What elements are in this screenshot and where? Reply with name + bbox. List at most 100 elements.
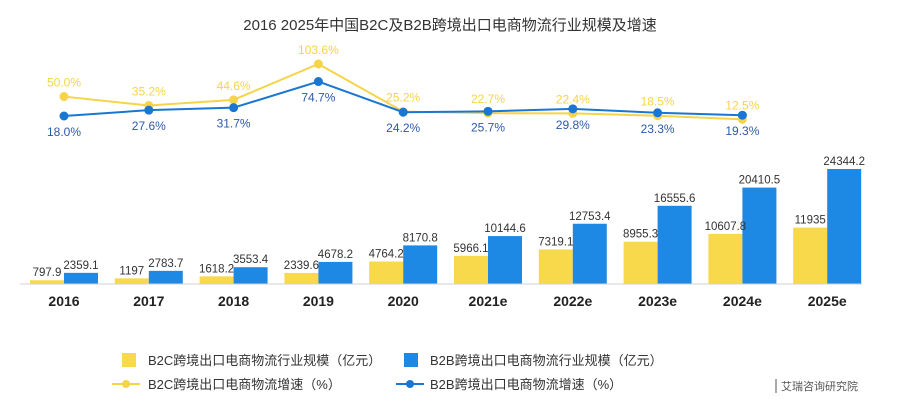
- source-note: 艾瑞咨询研究院: [781, 379, 858, 393]
- legend-marker-b2c: [122, 380, 130, 388]
- bar-b2c-2016: [30, 280, 64, 284]
- bar-label-b2b-2023e: 16555.6: [654, 193, 696, 205]
- legend-swatch-b2c-bar: [122, 353, 136, 367]
- line-label-3-2020: 24.2%: [386, 121, 420, 135]
- bar-label-b2b-2019: 4678.2: [318, 249, 353, 261]
- line-label-2-2023e: 18.5%: [641, 95, 675, 109]
- bar-label-b2c-2021e: 5966.1: [453, 243, 488, 255]
- line-label-3-2023e: 23.3%: [641, 122, 675, 136]
- line-label-3-2022e: 29.8%: [556, 118, 590, 132]
- line-label-2-2016: 50.0%: [47, 76, 81, 90]
- bar-label-b2c-2020: 4764.2: [369, 248, 404, 260]
- line-label-2-2017: 35.2%: [132, 85, 166, 99]
- x-tick-label-2025e: 2025e: [808, 293, 847, 309]
- bar-b2c-2021e: [454, 255, 488, 284]
- bar-label-b2c-2017: 1197: [119, 265, 144, 277]
- line-label-2-2021e: 22.7%: [471, 92, 505, 106]
- bar-label-b2c-2024e: 10607.8: [705, 221, 747, 233]
- bar-label-b2c-2025e: 11935: [795, 215, 826, 227]
- bar-label-b2c-2018: 1618.2: [199, 263, 234, 275]
- bar-b2b-2017: [148, 270, 183, 284]
- legend-label-b2b-line: B2B跨境出口电商物流增速（%）: [430, 377, 622, 392]
- line-point-3-2023e: [653, 108, 663, 118]
- bar-label-b2c-2016: 797.9: [33, 267, 62, 279]
- line-point-3-2022e: [568, 104, 578, 114]
- line-point-2-2016: [59, 92, 69, 102]
- bar-b2b-2019: [318, 261, 353, 284]
- bar-b2b-2025e: [827, 169, 862, 284]
- line-label-2-2022e: 22.4%: [556, 92, 590, 106]
- bar-b2c-2020: [369, 261, 404, 284]
- x-tick-label-2020: 2020: [388, 293, 419, 309]
- line-label-2-2019: 103.6%: [298, 43, 339, 57]
- legend-label-b2b-bar: B2B跨境出口电商物流行业规模（亿元）: [430, 353, 663, 368]
- bar-label-b2c-2022e: 7319.1: [538, 236, 573, 248]
- bar-label-b2b-2018: 3553.4: [233, 254, 269, 266]
- bar-b2b-2020: [403, 245, 438, 284]
- line-point-3-2020: [398, 107, 408, 117]
- legend-item-b2b-bar: B2B跨境出口电商物流行业规模（亿元）: [404, 353, 663, 368]
- line-label-2-2020: 25.2%: [386, 91, 420, 105]
- bar-label-b2b-2025e: 24344.2: [823, 156, 865, 168]
- bar-b2b-2022e: [572, 223, 607, 284]
- line-point-3-2017: [144, 105, 154, 115]
- bar-label-b2b-2017: 2783.7: [148, 258, 183, 270]
- legend-marker-b2b: [406, 380, 414, 388]
- legend-item-b2c-bar: B2C跨境出口电商物流行业规模（亿元）: [122, 353, 381, 368]
- bar-label-b2b-2020: 8170.8: [403, 232, 438, 244]
- legend-item-b2c-line: B2C跨境出口电商物流增速（%）: [112, 377, 341, 392]
- x-tick-label-2024e: 2024e: [723, 293, 762, 309]
- line-point-2-2019: [313, 59, 323, 69]
- bar-label-b2b-2024e: 20410.5: [739, 175, 781, 187]
- legend: B2C跨境出口电商物流行业规模（亿元） B2B跨境出口电商物流行业规模（亿元） …: [112, 353, 663, 392]
- bar-label-b2b-2022e: 12753.4: [569, 211, 611, 223]
- bar-label-b2b-2016: 2359.1: [63, 260, 98, 272]
- bar-b2b-2024e: [742, 187, 777, 284]
- line-label-3-2019: 74.7%: [301, 91, 335, 105]
- line-label-2-2024e: 12.5%: [725, 98, 759, 112]
- bar-label-b2b-2021e: 10144.6: [484, 223, 526, 235]
- line-point-2-2018: [229, 95, 239, 105]
- bar-b2c-2022e: [538, 249, 573, 284]
- bar-label-b2c-2023e: 8955.3: [623, 229, 658, 241]
- bar-label-b2c-2019: 2339.6: [284, 260, 319, 272]
- x-tick-label-2016: 2016: [48, 293, 79, 309]
- bar-b2c-2023e: [623, 241, 658, 284]
- line-point-3-2021e: [483, 106, 493, 116]
- x-tick-label-2023e: 2023e: [638, 293, 677, 309]
- line-point-3-2019: [313, 77, 323, 87]
- bar-b2b-2018: [233, 267, 268, 284]
- line-layer: 50.0% 35.2% 44.6% 103.6% 25.2% 22.7% 22.4% 18.5…: [47, 43, 760, 139]
- bar-b2b-2016: [64, 272, 98, 284]
- line-point-3-2016: [59, 111, 69, 121]
- bar-b2c-2018: [199, 276, 234, 284]
- line-label-3-2017: 27.6%: [132, 119, 166, 133]
- line-point-3-2024e: [737, 110, 747, 120]
- bar-b2b-2023e: [657, 205, 692, 284]
- line-label-3-2024e: 19.3%: [725, 124, 759, 138]
- line-label-3-2016: 18.0%: [47, 125, 81, 139]
- bar-b2c-2025e: [793, 227, 828, 284]
- legend-swatch-b2b-bar: [404, 353, 418, 367]
- x-tick-label-2017: 2017: [133, 293, 164, 309]
- category-axis: 2016 2017 2018 2019 2020 2021e 2022e 2023e 2024e…: [48, 293, 846, 309]
- x-tick-label-2018: 2018: [218, 293, 249, 309]
- line-point-3-2018: [229, 103, 239, 113]
- x-tick-label-2019: 2019: [303, 293, 334, 309]
- bar-b2c-2017: [114, 278, 149, 284]
- bar-b2c-2024e: [708, 233, 743, 284]
- legend-label-b2c-bar: B2C跨境出口电商物流行业规模（亿元）: [148, 353, 381, 368]
- bar-b2c-2019: [284, 272, 319, 284]
- legend-item-b2b-line: B2B跨境出口电商物流增速（%）: [396, 377, 622, 392]
- bar-b2b-2021e: [488, 236, 522, 284]
- x-tick-label-2021e: 2021e: [469, 293, 508, 309]
- line-label-2-2018: 44.6%: [217, 79, 251, 93]
- legend-label-b2c-line: B2C跨境出口电商物流增速（%）: [148, 377, 341, 392]
- x-tick-label-2022e: 2022e: [553, 293, 592, 309]
- chart-title: 2016 2025年中国B2C及B2B跨境出口电商物流行业规模及增速: [243, 16, 656, 34]
- line-label-3-2021e: 25.7%: [471, 120, 505, 134]
- line-label-3-2018: 31.7%: [217, 117, 251, 131]
